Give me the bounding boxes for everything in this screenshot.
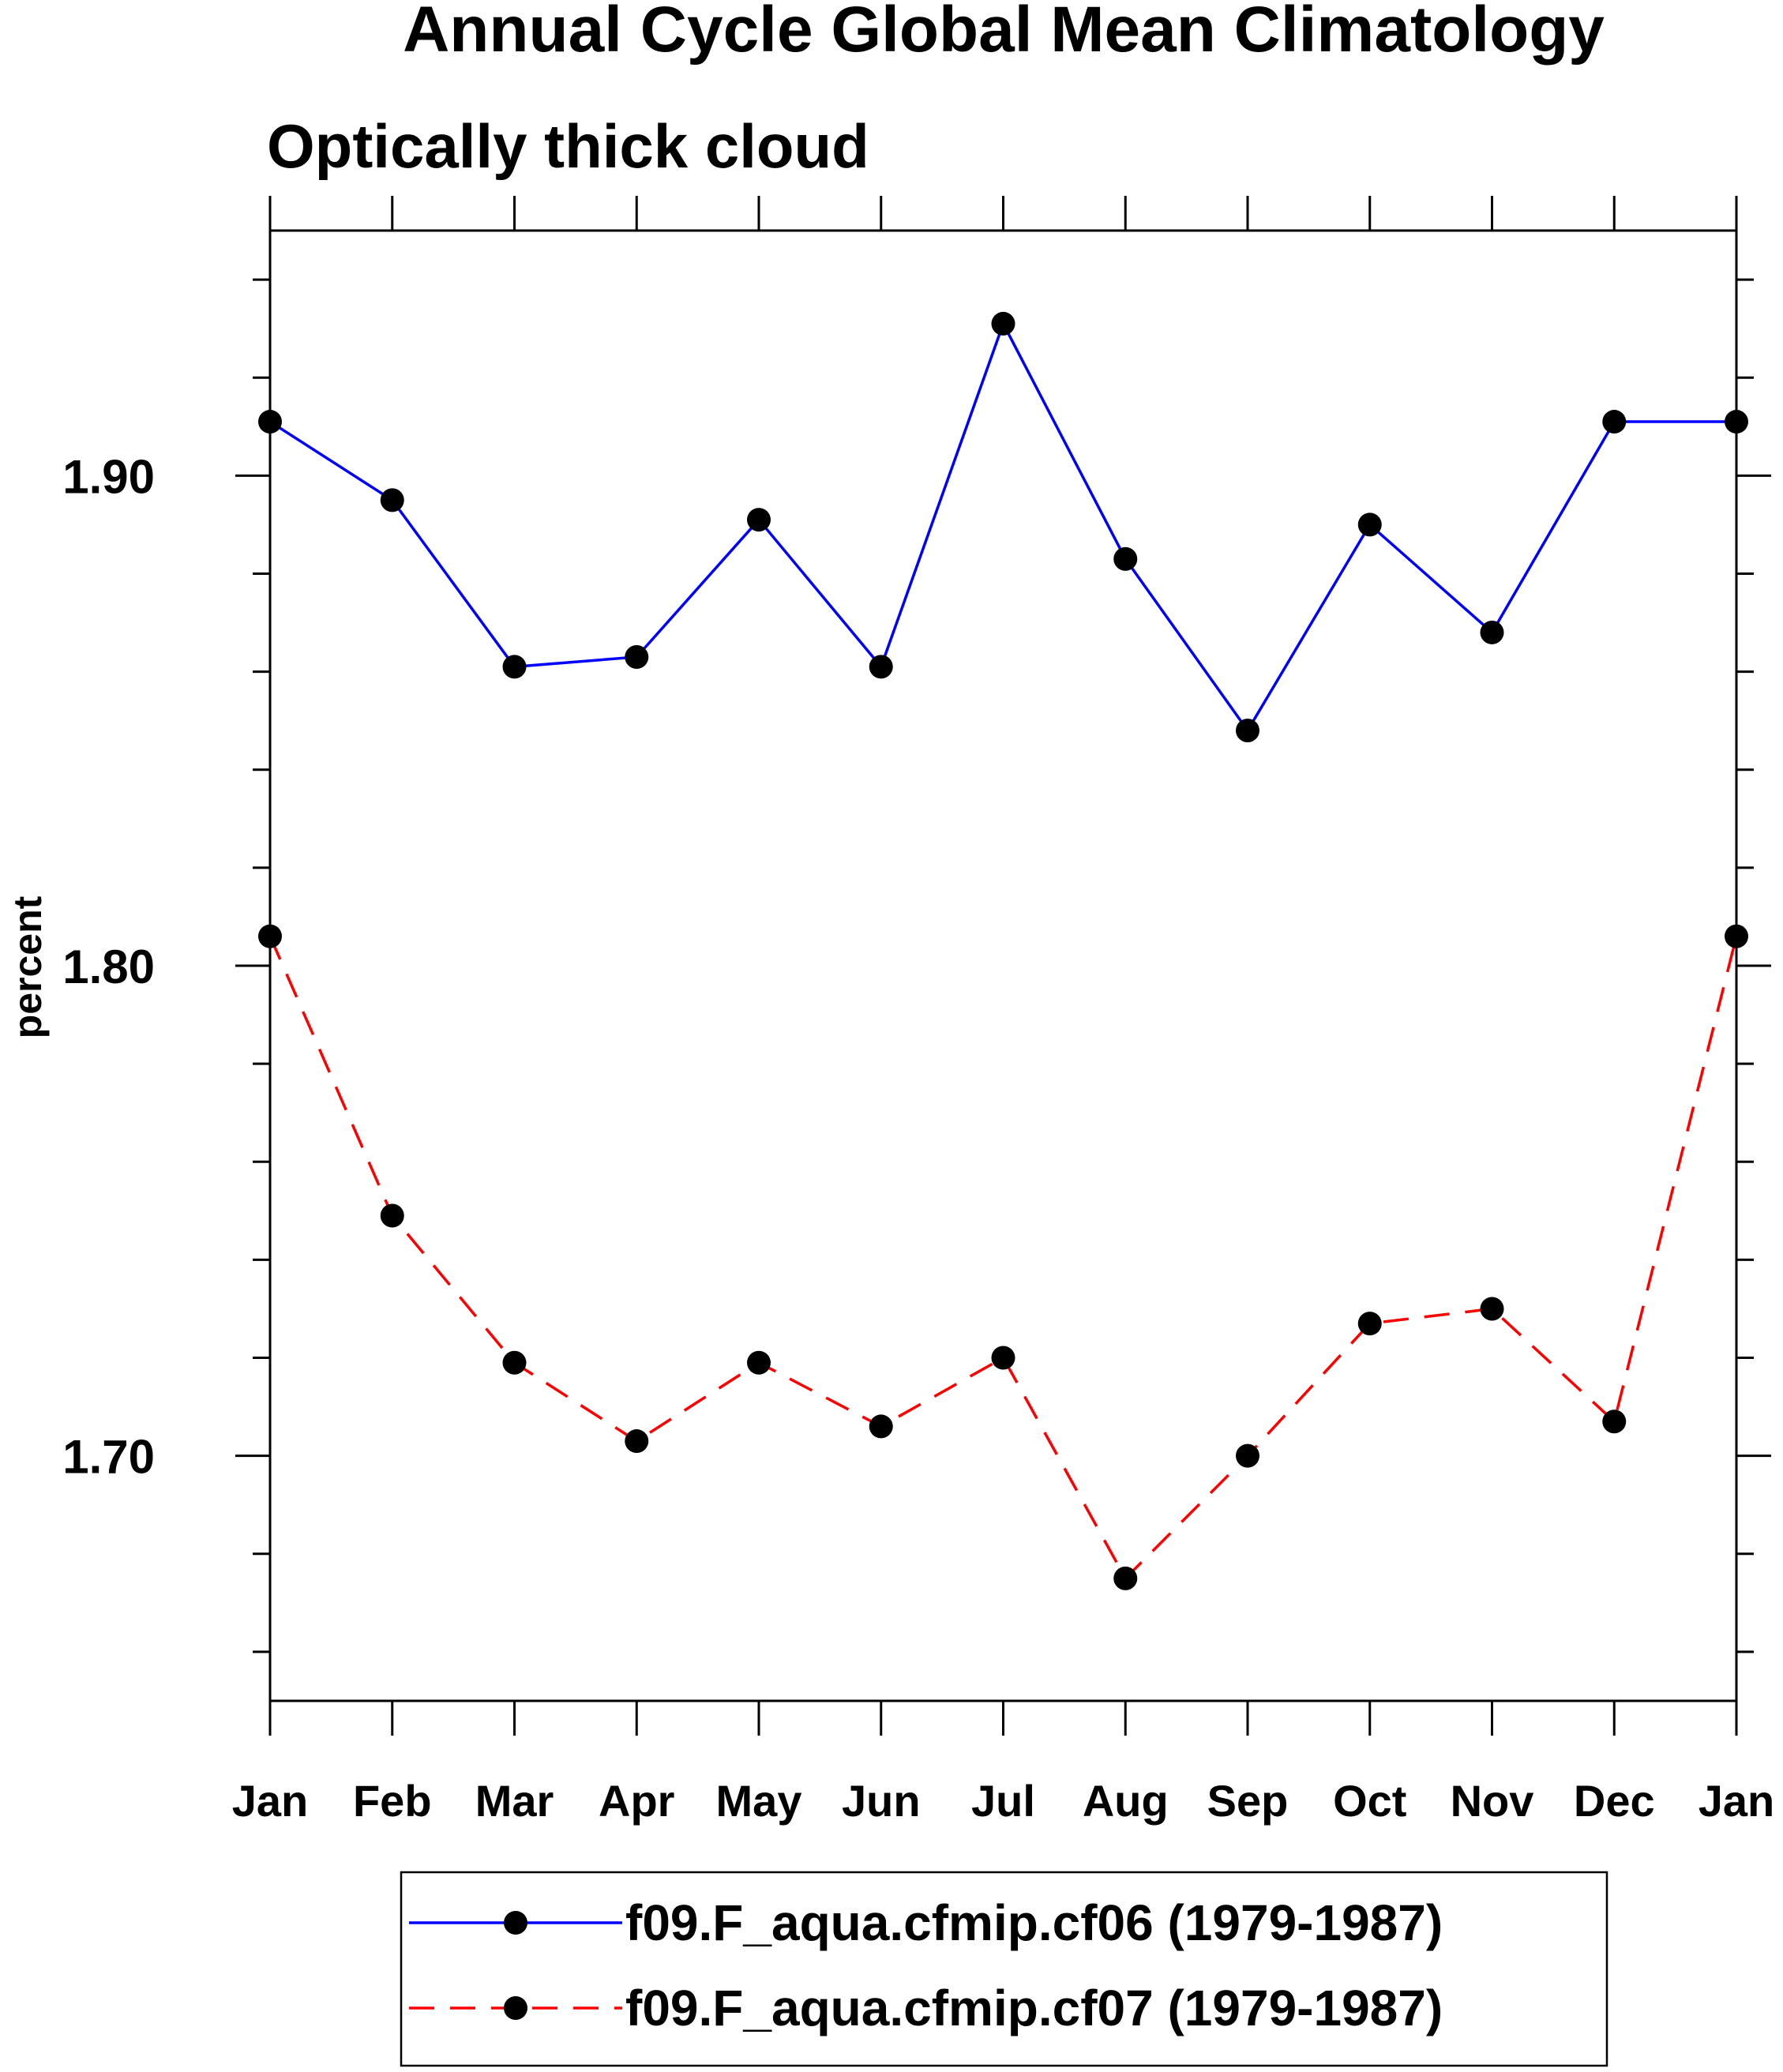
- data-point: [625, 644, 649, 669]
- series-line: [268, 936, 1738, 1581]
- x-tick-label: May: [716, 1776, 802, 1826]
- data-point: [1480, 620, 1504, 644]
- axis-tick-labels: Jan Feb Mar Apr May Jun Jul Aug Sep Oct Nov Dec Jan 1…: [62, 450, 1774, 1826]
- x-tick-label: Aug: [1083, 1776, 1169, 1826]
- data-point: [1480, 1297, 1504, 1321]
- x-tick-label: Dec: [1574, 1776, 1655, 1826]
- series-1: [258, 924, 1748, 1590]
- legend-box: [400, 1871, 1608, 2067]
- data-point: [1357, 1312, 1382, 1336]
- data-point: [502, 655, 527, 679]
- data-point: [991, 311, 1015, 336]
- x-tick-label: Jul: [971, 1776, 1035, 1826]
- y-tick-label: 1.80: [62, 940, 155, 993]
- x-tick-label: Apr: [599, 1776, 674, 1826]
- series-0: [258, 311, 1748, 743]
- x-tick-label: Mar: [475, 1776, 554, 1826]
- data-point: [625, 1429, 649, 1454]
- data-point: [1602, 410, 1627, 434]
- data-point: [502, 1350, 527, 1375]
- data-point: [747, 1350, 771, 1375]
- data-point: [747, 508, 771, 532]
- x-tick-label: Jan: [1699, 1776, 1775, 1826]
- data-point: [869, 655, 893, 679]
- data-point: [1236, 719, 1259, 743]
- y-tick-label: 1.70: [62, 1431, 155, 1484]
- data-point: [380, 1203, 404, 1228]
- data-point: [1113, 1566, 1138, 1590]
- chart-subtitle: Optically thick cloud: [267, 111, 869, 181]
- data-point: [1602, 1409, 1627, 1434]
- data-point: [1357, 512, 1382, 537]
- x-tick-label: Sep: [1207, 1776, 1289, 1826]
- legend-marker: [504, 1996, 527, 2020]
- legend-label: f09.F_aqua.cfmip.cf07 (1979-1987): [625, 1980, 1443, 2036]
- x-tick-label: Jan: [232, 1776, 309, 1826]
- plot-frame: [268, 229, 1738, 1702]
- data-point: [380, 488, 404, 512]
- x-tick-label: Oct: [1333, 1776, 1406, 1826]
- legend: f09.F_aqua.cfmip.cf06 (1979-1987) f09.F_a…: [400, 1871, 1608, 2067]
- y-tick-label: 1.90: [62, 450, 155, 503]
- data-point: [1113, 546, 1138, 571]
- series-layer: [258, 311, 1748, 1590]
- y-axis-label: percent: [6, 895, 50, 1038]
- x-tick-label: Nov: [1451, 1776, 1534, 1826]
- legend-marker: [504, 1911, 527, 1935]
- series-line: [269, 320, 1736, 734]
- legend-label: f09.F_aqua.cfmip.cf06 (1979-1987): [625, 1894, 1443, 1951]
- data-point: [869, 1414, 893, 1439]
- x-tick-label: Jun: [842, 1776, 921, 1826]
- data-point: [1236, 1443, 1259, 1468]
- data-point: [991, 1346, 1015, 1370]
- axis-ticks: [235, 196, 1771, 1736]
- legend-entries: f09.F_aqua.cfmip.cf06 (1979-1987) f09.F_a…: [409, 1894, 1443, 2036]
- chart-title: Annual Cycle Global Mean Climatology: [403, 0, 1605, 66]
- x-tick-label: Feb: [353, 1776, 432, 1826]
